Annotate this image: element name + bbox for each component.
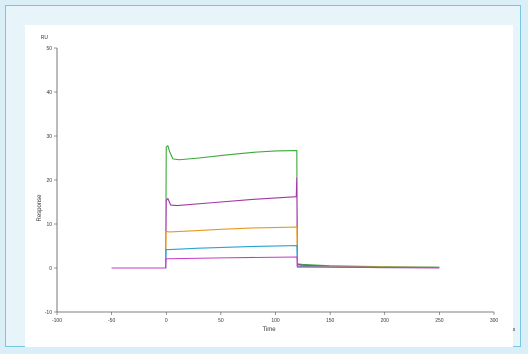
y-tick-label: 20 bbox=[46, 178, 52, 184]
series-line-1 bbox=[111, 145, 440, 269]
x-tick-label: 50 bbox=[218, 318, 224, 324]
x-axis-label: Time bbox=[262, 327, 276, 333]
plot-card bbox=[25, 25, 513, 347]
series-group bbox=[111, 145, 440, 269]
x-tick-label: 200 bbox=[381, 318, 390, 324]
y-axis-label: Response bbox=[37, 194, 43, 222]
y-tick-label: -10 bbox=[45, 310, 52, 316]
x-tick-label: 100 bbox=[271, 318, 280, 324]
chart-frame bbox=[5, 5, 521, 347]
y-tick-label: 30 bbox=[46, 134, 52, 140]
y-tick-label: 50 bbox=[46, 46, 52, 52]
y-unit-label: RU bbox=[41, 35, 49, 41]
x-tick-label: 300 bbox=[490, 318, 499, 324]
series-line-3 bbox=[111, 226, 440, 269]
x-tick-label: 0 bbox=[165, 318, 168, 324]
series-line-2 bbox=[111, 177, 440, 269]
x-tick-label: -50 bbox=[108, 318, 115, 324]
x-tick-label: 250 bbox=[435, 318, 444, 324]
y-tick-label: 40 bbox=[46, 90, 52, 96]
y-tick-label: 0 bbox=[49, 266, 52, 272]
x-tick-label: -100 bbox=[52, 318, 62, 324]
y-tick-label: 10 bbox=[46, 222, 52, 228]
x-tick-label: 150 bbox=[326, 318, 335, 324]
series-line-5 bbox=[111, 256, 440, 269]
x-unit-label: s bbox=[513, 327, 516, 333]
